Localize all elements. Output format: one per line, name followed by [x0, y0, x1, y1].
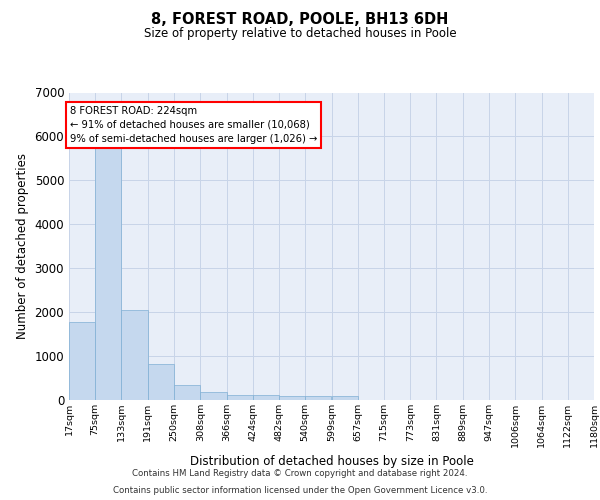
X-axis label: Distribution of detached houses by size in Poole: Distribution of detached houses by size …	[190, 456, 473, 468]
Bar	[95, 146, 121, 400]
Bar	[69, 322, 95, 400]
Text: Size of property relative to detached houses in Poole: Size of property relative to detached ho…	[143, 28, 457, 40]
Bar	[227, 394, 253, 400]
Bar	[148, 364, 174, 400]
Y-axis label: Number of detached properties: Number of detached properties	[16, 153, 29, 339]
Text: Contains public sector information licensed under the Open Government Licence v3: Contains public sector information licen…	[113, 486, 487, 495]
Bar	[200, 392, 227, 400]
Bar	[332, 396, 358, 400]
Bar	[121, 310, 148, 400]
Bar	[305, 396, 331, 400]
Bar	[279, 396, 305, 400]
Bar	[174, 385, 200, 400]
Text: Contains HM Land Registry data © Crown copyright and database right 2024.: Contains HM Land Registry data © Crown c…	[132, 468, 468, 477]
Bar	[253, 395, 279, 400]
Text: 8, FOREST ROAD, POOLE, BH13 6DH: 8, FOREST ROAD, POOLE, BH13 6DH	[151, 12, 449, 28]
Text: 8 FOREST ROAD: 224sqm
← 91% of detached houses are smaller (10,068)
9% of semi-d: 8 FOREST ROAD: 224sqm ← 91% of detached …	[70, 106, 317, 144]
